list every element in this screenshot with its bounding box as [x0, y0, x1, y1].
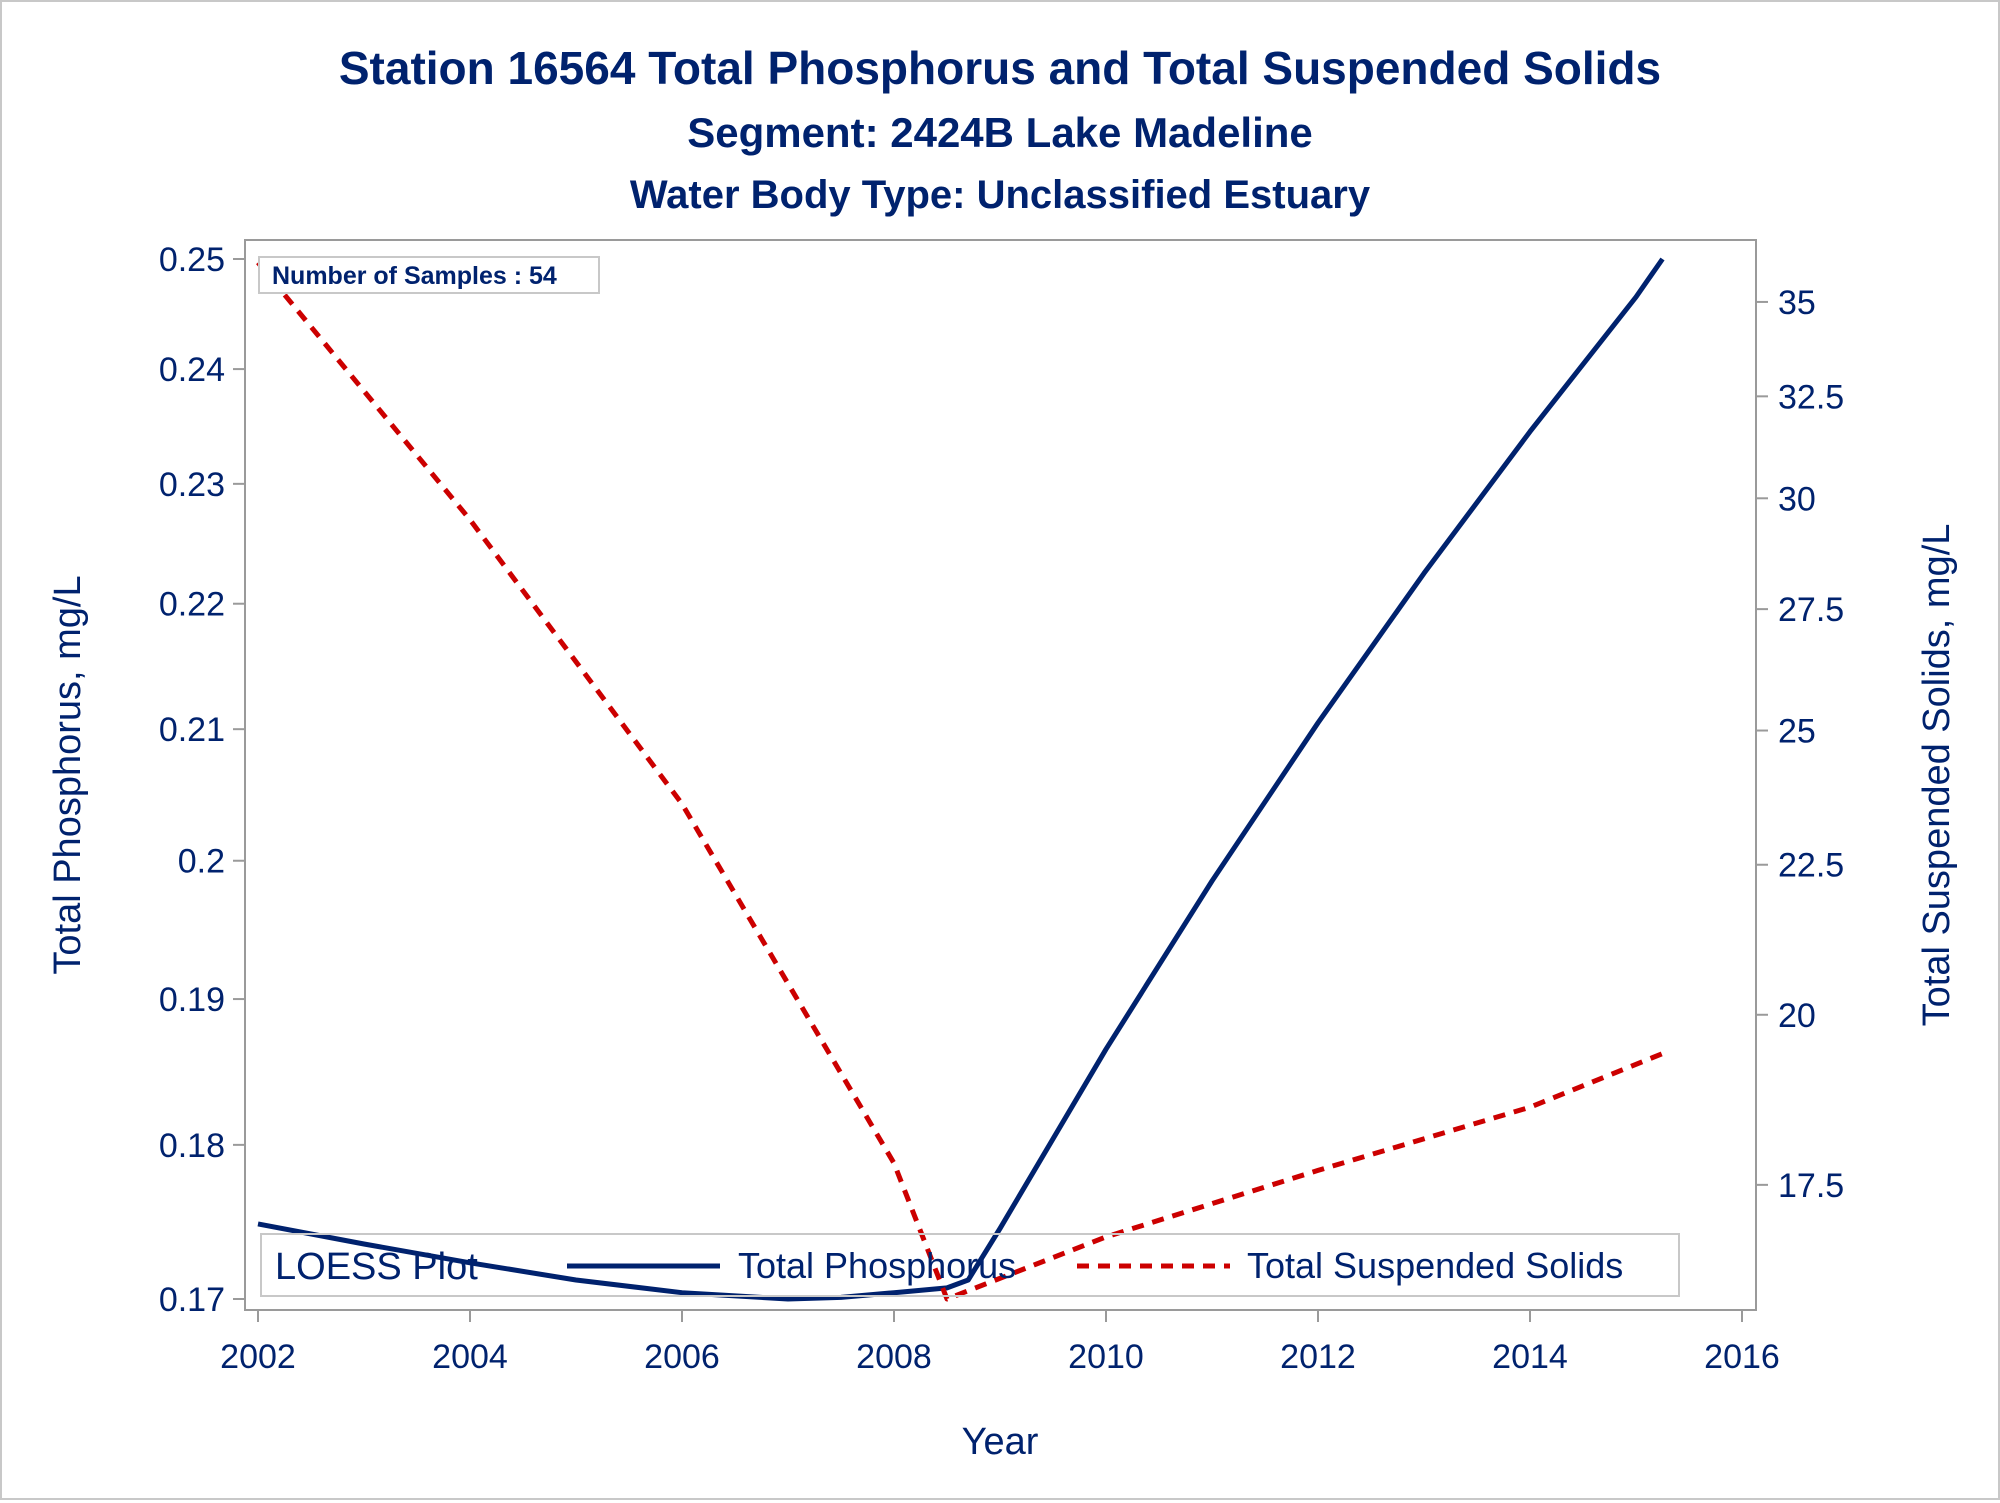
x-tick-label: 2008: [856, 1338, 932, 1376]
sample-count-text: Number of Samples : 54: [272, 262, 557, 290]
x-tick-label: 2014: [1492, 1338, 1568, 1376]
sample-count-box: [258, 256, 600, 294]
x-tick-label: 2010: [1068, 1338, 1144, 1376]
right-y-tick-label: 35: [1778, 284, 1816, 322]
legend-title: LOESS Plot: [275, 1246, 478, 1288]
left-y-tick-label: 0.19: [159, 981, 225, 1019]
chart-title: Station 16564 Total Phosphorus and Total…: [339, 42, 1661, 94]
x-tick-label: 2006: [644, 1338, 720, 1376]
sample-count-inset: Number of Samples : 54: [258, 256, 600, 294]
x-tick-label: 2012: [1280, 1338, 1356, 1376]
right-y-tick-label: 25: [1778, 713, 1816, 751]
left-y-tick-label: 0.17: [159, 1281, 225, 1319]
left-y-tick-label: 0.22: [159, 586, 225, 624]
right-y-tick-label: 17.5: [1778, 1167, 1844, 1205]
right-y-axis-label: Total Suspended Solids, mg/L: [1916, 524, 1958, 1027]
left-y-tick-label: 0.24: [159, 351, 225, 389]
left-y-tick-label: 0.25: [159, 241, 225, 279]
right-y-tick-label: 22.5: [1778, 847, 1844, 885]
right-y-tick-label: 32.5: [1778, 378, 1844, 416]
x-tick-label: 2002: [220, 1338, 296, 1376]
x-axis: 2002 2004 2006 2008 2010 2012 2014 2016: [220, 1310, 1780, 1376]
x-tick-label: 2016: [1704, 1338, 1780, 1376]
x-axis-label: Year: [962, 1421, 1039, 1463]
right-y-tick-label: 27.5: [1778, 591, 1844, 629]
left-y-tick-label: 0.23: [159, 466, 225, 504]
chart-subtitle: Segment: 2424B Lake Madeline: [687, 109, 1313, 156]
left-y-axis: 0.17 0.18 0.19 0.2 0.21 0.22 0.23 0.24 0.25: [159, 241, 245, 1319]
series-line-phosphorus: [257, 257, 1665, 1302]
left-y-axis-label: Total Phosphorus, mg/L: [47, 575, 89, 974]
left-y-tick-label: 0.2: [178, 843, 225, 881]
chart-subtitle-2: Water Body Type: Unclassified Estuary: [630, 173, 1371, 217]
legend-label-tss: Total Suspended Solids: [1247, 1245, 1623, 1286]
legend-box: [260, 1233, 1680, 1297]
legend: LOESS Plot Total Phosphorus Total Suspen…: [260, 1233, 1680, 1297]
left-y-tick-label: 0.21: [159, 711, 225, 749]
legend-label-phosphorus: Total Phosphorus: [738, 1245, 1016, 1286]
right-y-tick-label: 30: [1778, 480, 1816, 518]
plot-area: [244, 239, 1757, 1311]
x-tick-label: 2004: [432, 1338, 508, 1376]
left-y-tick-label: 0.18: [159, 1127, 225, 1165]
series-line-tss: [256, 260, 1664, 1302]
right-y-axis: 17.5 20 22.5 25 27.5 30 32.5 35: [1756, 284, 1844, 1205]
right-y-tick-label: 20: [1778, 997, 1816, 1035]
series-layer: [256, 257, 1665, 1302]
